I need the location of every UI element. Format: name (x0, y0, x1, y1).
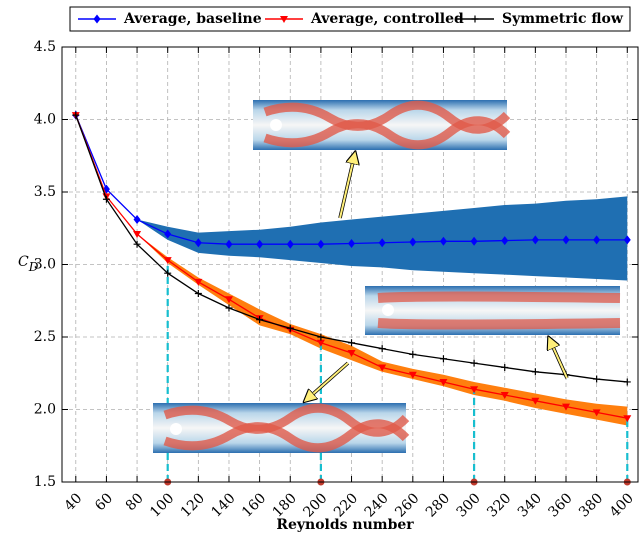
arrow (305, 362, 349, 401)
marker (286, 239, 294, 249)
marker (439, 355, 447, 363)
x-tick-label: 120 (178, 490, 208, 520)
marker (280, 16, 288, 23)
marker (470, 359, 478, 367)
legend: Average, baseline Average, controlled Symm… (69, 6, 631, 32)
band (75, 115, 628, 281)
marker (164, 269, 172, 277)
x-tick-label: 60 (92, 490, 116, 514)
marker (378, 238, 386, 248)
marker (164, 229, 172, 239)
x-tick-label: 160 (239, 490, 269, 520)
marker (378, 345, 386, 353)
x-tick-label: 360 (545, 490, 575, 520)
x-tick-label: 40 (62, 490, 86, 514)
y-tick-label: 1.5 (34, 474, 56, 490)
marker (409, 237, 417, 247)
marker (256, 316, 264, 324)
marker (317, 333, 325, 341)
marker (163, 257, 172, 265)
marker (194, 238, 202, 248)
marker (471, 15, 479, 23)
marker (133, 231, 142, 239)
flow-image (365, 286, 621, 335)
plot-layer (61, 46, 639, 486)
marker (348, 238, 356, 248)
flow-image (153, 403, 410, 453)
legend-label: Average, controlled (310, 11, 464, 27)
marker (225, 239, 233, 249)
marker (439, 378, 448, 386)
y-axis-label: CD (18, 254, 39, 274)
x-tick-label: 400 (607, 490, 637, 520)
marker (194, 290, 202, 297)
marker (102, 195, 110, 203)
marker (347, 349, 356, 357)
x-tick-label: 100 (147, 490, 177, 520)
y-tick-label: 4.5 (34, 39, 56, 55)
marker (439, 236, 447, 246)
marker (378, 364, 387, 372)
y-tick-label: 2.5 (34, 329, 56, 345)
marker (93, 14, 101, 24)
marker (592, 409, 601, 417)
x-tick-label: 300 (454, 490, 484, 520)
plot-frame (61, 46, 639, 483)
marker (256, 239, 264, 249)
marker (531, 397, 540, 405)
marker (317, 239, 325, 249)
marker (286, 324, 294, 332)
legend-label: Symmetric flow (502, 11, 624, 27)
x-tick-label: 140 (208, 490, 238, 520)
legend-frame (69, 6, 631, 32)
y-tick-label: 3.5 (34, 184, 56, 200)
marker (562, 403, 570, 411)
x-tick-label: 340 (515, 490, 545, 520)
marker (133, 215, 141, 225)
marker (409, 350, 417, 358)
x-tick-label: 320 (484, 490, 514, 520)
y-tick-label: 2.0 (34, 402, 56, 418)
marker (562, 235, 570, 245)
marker (72, 111, 80, 119)
marker (224, 296, 233, 304)
marker (408, 371, 417, 379)
arrow (339, 153, 355, 219)
marker (501, 363, 509, 371)
x-tick-label: 80 (123, 490, 147, 514)
legend-label: Average, baseline (123, 11, 262, 27)
marker (593, 375, 601, 383)
marker (531, 235, 539, 245)
marker (194, 278, 203, 286)
x-tick-label: 280 (423, 490, 453, 520)
x-tick-label: 380 (576, 490, 606, 520)
marker (501, 236, 509, 246)
marker (531, 368, 539, 376)
marker (225, 304, 233, 312)
marker (470, 386, 479, 394)
marker (133, 240, 141, 248)
marker (623, 235, 631, 245)
arrow (549, 338, 568, 379)
x-axis-label: Reynolds number (276, 517, 414, 533)
marker (623, 378, 631, 386)
flow-image (253, 100, 511, 150)
marker (593, 235, 601, 245)
band (75, 115, 628, 426)
marker (470, 236, 478, 246)
y-tick-label: 3.0 (34, 257, 56, 273)
marker (623, 415, 632, 423)
y-tick-label: 4.0 (34, 112, 56, 128)
marker (348, 339, 356, 347)
marker (316, 339, 325, 347)
marker (500, 392, 509, 399)
flow-images (153, 100, 621, 453)
